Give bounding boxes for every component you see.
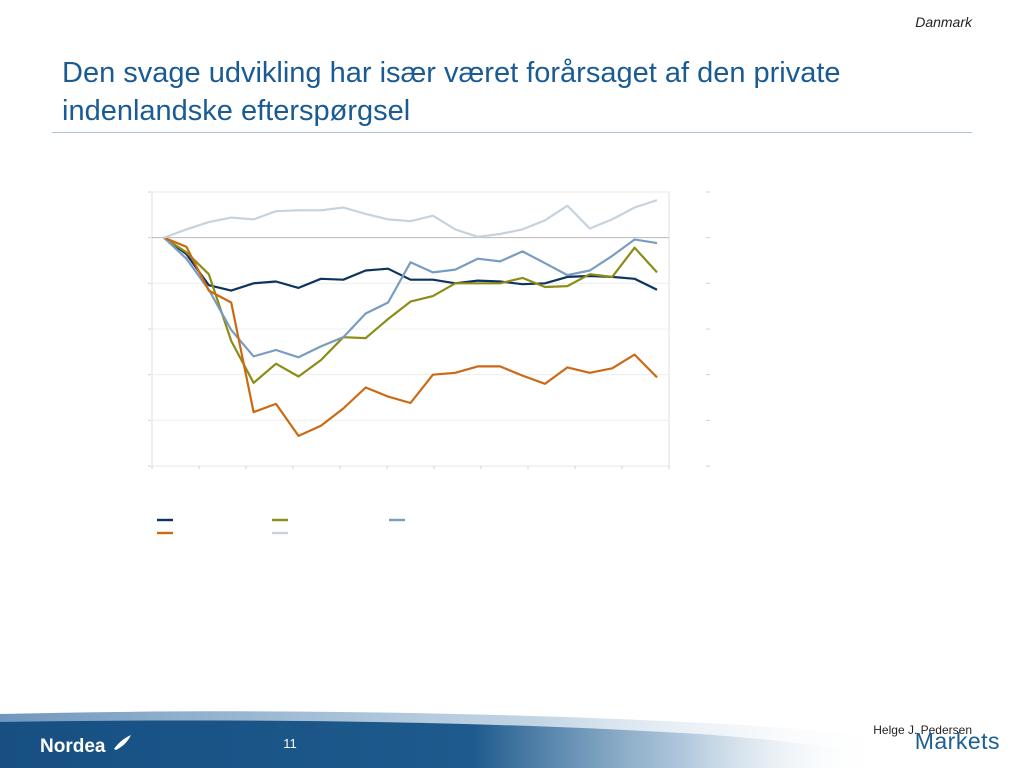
series-line-2 (163, 236, 658, 384)
region-label: Danmark (915, 14, 972, 30)
series-line-5 (163, 199, 658, 239)
series-line-4 (163, 236, 658, 437)
page-number: 11 (283, 736, 297, 751)
markets-logo: Markets (914, 728, 1000, 754)
nordea-logo: Nordea (40, 736, 106, 757)
slide-title: Den svage udvikling har især været forår… (62, 54, 982, 130)
author-name: Helge J. Pedersen (873, 723, 972, 737)
footer-swoosh (0, 711, 900, 768)
series-line-1 (163, 236, 658, 292)
nordea-sail-icon (114, 735, 131, 750)
title-line-2: indenlandske efterspørgsel (62, 95, 411, 127)
series-line-3 (163, 236, 658, 359)
title-divider (52, 132, 972, 133)
title-line-1: Den svage udvikling har især været forår… (62, 57, 841, 89)
